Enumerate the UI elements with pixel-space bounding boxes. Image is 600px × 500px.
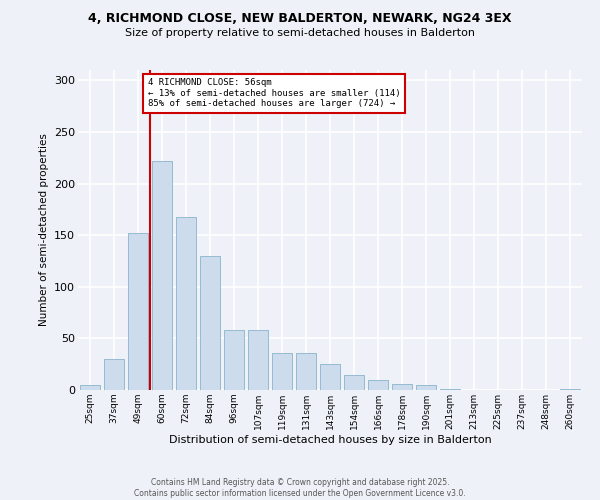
Bar	[152, 161, 172, 390]
Bar	[344, 374, 364, 390]
Bar	[128, 233, 148, 390]
Bar	[80, 385, 100, 390]
Y-axis label: Number of semi-detached properties: Number of semi-detached properties	[38, 134, 49, 326]
Bar	[416, 385, 436, 390]
Bar	[560, 389, 580, 390]
Bar	[224, 330, 244, 390]
Text: Contains HM Land Registry data © Crown copyright and database right 2025.
Contai: Contains HM Land Registry data © Crown c…	[134, 478, 466, 498]
Bar	[320, 364, 340, 390]
Bar	[272, 353, 292, 390]
Bar	[392, 384, 412, 390]
Bar	[104, 359, 124, 390]
Bar	[200, 256, 220, 390]
X-axis label: Distribution of semi-detached houses by size in Balderton: Distribution of semi-detached houses by …	[169, 434, 491, 444]
Bar	[368, 380, 388, 390]
Text: 4 RICHMOND CLOSE: 56sqm
← 13% of semi-detached houses are smaller (114)
85% of s: 4 RICHMOND CLOSE: 56sqm ← 13% of semi-de…	[148, 78, 400, 108]
Text: Size of property relative to semi-detached houses in Balderton: Size of property relative to semi-detach…	[125, 28, 475, 38]
Bar	[248, 330, 268, 390]
Text: 4, RICHMOND CLOSE, NEW BALDERTON, NEWARK, NG24 3EX: 4, RICHMOND CLOSE, NEW BALDERTON, NEWARK…	[88, 12, 512, 26]
Bar	[296, 353, 316, 390]
Bar	[440, 389, 460, 390]
Bar	[176, 216, 196, 390]
